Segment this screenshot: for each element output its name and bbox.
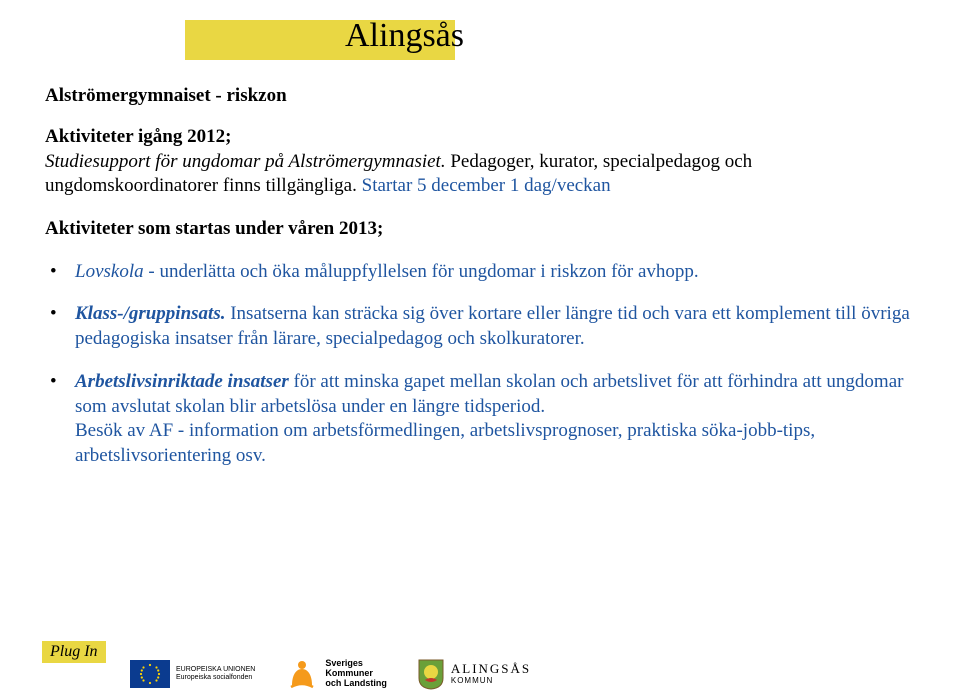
alingsas-logo-text: ALINGSÅS KOMMUN <box>451 662 531 685</box>
page-title: Alingsås <box>345 17 464 55</box>
section1-blue-text: Startar 5 december 1 dag/veckan <box>362 175 611 196</box>
section1-heading: Aktiviteter igång 2012; <box>45 126 231 147</box>
eu-logo: EUROPEISKA UNIONEN Europeiska socialfond… <box>130 660 255 688</box>
bullet2-lead: Klass-/gruppinsats. <box>75 303 225 324</box>
title-row: Alingsås <box>45 25 915 80</box>
skl-logo-text: Sveriges Kommuner och Landsting <box>325 659 387 689</box>
eu-line1: EUROPEISKA UNIONEN <box>176 666 255 674</box>
skl-logo: Sveriges Kommuner och Landsting <box>285 657 387 691</box>
skl-l3: och Landsting <box>325 679 387 689</box>
bullet3-lead: Arbetslivsinriktade insatser <box>75 371 289 392</box>
plugin-badge: Plug In <box>42 641 106 663</box>
slide: Alingsås Alströmergymnaiset - riskzon Ak… <box>0 0 960 699</box>
bullet3-after: Besök av AF - information om arbetsförme… <box>75 420 815 466</box>
bullet-item: Klass-/gruppinsats. Insatserna kan sträc… <box>45 302 915 351</box>
eu-logo-text: EUROPEISKA UNIONEN Europeiska socialfond… <box>176 666 255 681</box>
logo-row: EUROPEISKA UNIONEN Europeiska socialfond… <box>130 657 531 691</box>
section2-heading: Aktiviteter som startas under våren 2013… <box>45 217 915 242</box>
bullet-item: Arbetslivsinriktade insatser för att min… <box>45 370 915 469</box>
bullet1-lead: Lovskola - <box>75 261 159 282</box>
section-1: Aktiviteter igång 2012; Studiesupport fö… <box>45 125 915 199</box>
alingsas-name: ALINGSÅS <box>451 662 531 676</box>
bullet1-rest: underlätta och öka måluppfyllelsen för u… <box>159 261 698 282</box>
alingsas-crest-icon <box>417 658 445 690</box>
footer: Plug In EUROPEISKA UNIONEN <box>0 621 960 699</box>
eu-flag-icon <box>130 660 170 688</box>
section1-italic-intro: Studiesupport för ungdomar på Alströmerg… <box>45 151 446 172</box>
eu-line2: Europeiska socialfonden <box>176 674 255 682</box>
subheading: Alströmergymnaiset - riskzon <box>45 85 915 107</box>
alingsas-sub: KOMMUN <box>451 677 531 686</box>
bullet-list: Lovskola - underlätta och öka måluppfyll… <box>45 260 915 469</box>
skl-icon <box>285 657 319 691</box>
bullet-item: Lovskola - underlätta och öka måluppfyll… <box>45 260 915 285</box>
alingsas-logo: ALINGSÅS KOMMUN <box>417 658 531 690</box>
